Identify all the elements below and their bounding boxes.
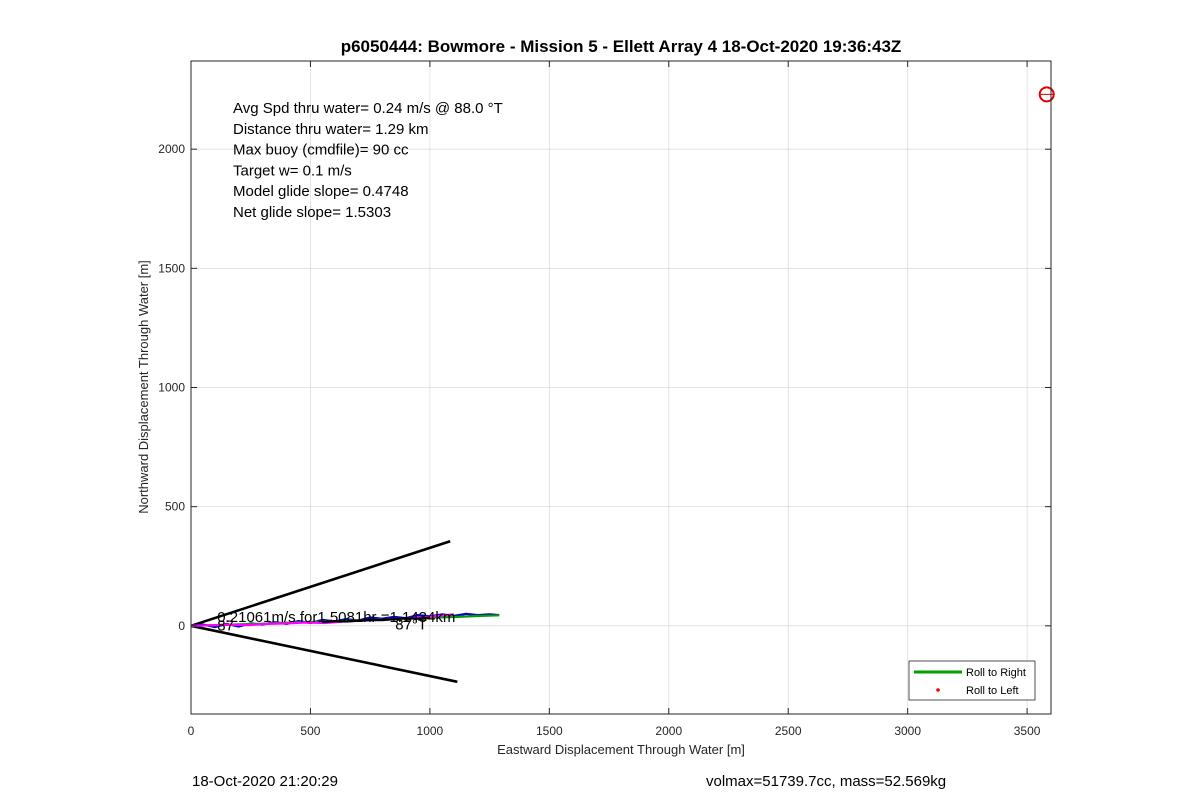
y-axis-label: Northward Displacement Through Water [m] — [136, 260, 151, 514]
legend-label: Roll to Right — [966, 667, 1026, 679]
stats-line: Model glide slope= 0.4748 — [233, 183, 409, 200]
axis-ticks: 0 500 1000 1500 2000 2500 3000 3500 0 500 1000 1500… — [158, 61, 1051, 738]
x-tick-label: 0 — [188, 724, 195, 738]
stats-line: Net glide slope= 1.5303 — [233, 204, 391, 221]
annotation-text: 87 — [217, 618, 234, 635]
y-tick-label: 1500 — [158, 261, 185, 275]
y-tick-label: 0 — [178, 619, 185, 633]
x-tick-label: 2500 — [775, 724, 802, 738]
chart-title: p6050444: Bowmore - Mission 5 - Ellett A… — [341, 37, 902, 56]
x-axis-label: Eastward Displacement Through Water [m] — [497, 742, 745, 757]
series-line-3 — [322, 616, 431, 624]
x-tick-label: 3000 — [894, 724, 921, 738]
legend-box — [908, 660, 1036, 701]
data-layer — [190, 86, 1055, 684]
legend: Roll to Right Roll to Left — [908, 660, 1036, 701]
y-tick-label: 500 — [165, 500, 185, 514]
stats-text-block: Avg Spd thru water= 0.24 m/s @ 88.0 °T Di… — [233, 100, 503, 221]
legend-swatch-dot — [936, 688, 940, 692]
x-tick-label: 2000 — [655, 724, 682, 738]
annotation-text: 0.21061m/s for1.5081hr =1.1434km — [217, 609, 455, 626]
footer-mass-info: volmax=51739.7cc, mass=52.569kg — [706, 773, 947, 790]
y-tick-label: 1000 — [158, 381, 185, 395]
grid-lines — [190, 61, 1051, 714]
stats-line: Avg Spd thru water= 0.24 m/s @ 88.0 °T — [233, 100, 503, 117]
x-tick-label: 1500 — [536, 724, 563, 738]
x-tick-label: 500 — [300, 724, 320, 738]
x-tick-label: 1000 — [417, 724, 444, 738]
stats-line: Target w= 0.1 m/s — [233, 162, 352, 179]
stats-line: Max buoy (cmdfile)= 90 cc — [233, 142, 409, 159]
legend-label: Roll to Left — [966, 685, 1019, 697]
annotation-text: 87°T — [395, 616, 427, 633]
stats-line: Distance thru water= 1.29 km — [233, 121, 429, 138]
footer-timestamp: 18-Oct-2020 21:20:29 — [192, 773, 338, 790]
x-tick-label: 3500 — [1014, 724, 1041, 738]
y-tick-label: 2000 — [158, 142, 185, 156]
cone-line — [190, 539, 451, 628]
cone-line — [190, 624, 458, 684]
